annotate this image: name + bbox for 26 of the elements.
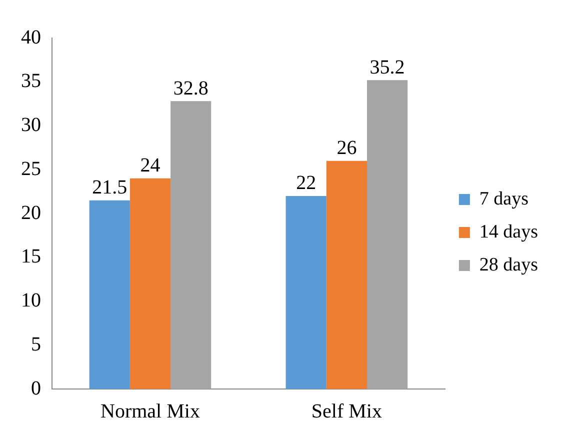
legend-label: 14 days	[479, 221, 538, 242]
y-tick-label: 25	[21, 158, 41, 180]
y-tick-label: 10	[21, 290, 41, 312]
data-label: 32.8	[173, 77, 208, 100]
data-label: 26	[336, 137, 357, 160]
data-label: 35.2	[370, 56, 405, 78]
bar	[89, 200, 130, 389]
bar	[326, 160, 367, 389]
data-label: 24	[140, 154, 160, 177]
data-label: 21.5	[92, 176, 128, 199]
y-tick-label: 5	[31, 333, 41, 356]
bar	[366, 80, 408, 389]
y-tick-label: 40	[21, 26, 41, 48]
legend-label: 7 days	[479, 188, 528, 210]
data-label: 22	[296, 172, 316, 194]
bar	[170, 101, 212, 389]
legend-label: 28 days	[479, 254, 538, 276]
y-tick-label: 35	[21, 70, 41, 92]
bar	[286, 196, 326, 389]
y-tick-label: 0	[31, 377, 41, 400]
bar	[130, 178, 171, 389]
x-tick-label: Normal Mix	[100, 400, 200, 422]
y-tick-label: 20	[21, 202, 41, 224]
y-tick-label: 30	[21, 114, 41, 136]
y-tick-label: 15	[21, 246, 41, 268]
x-tick-label: Self Mix	[311, 400, 382, 422]
